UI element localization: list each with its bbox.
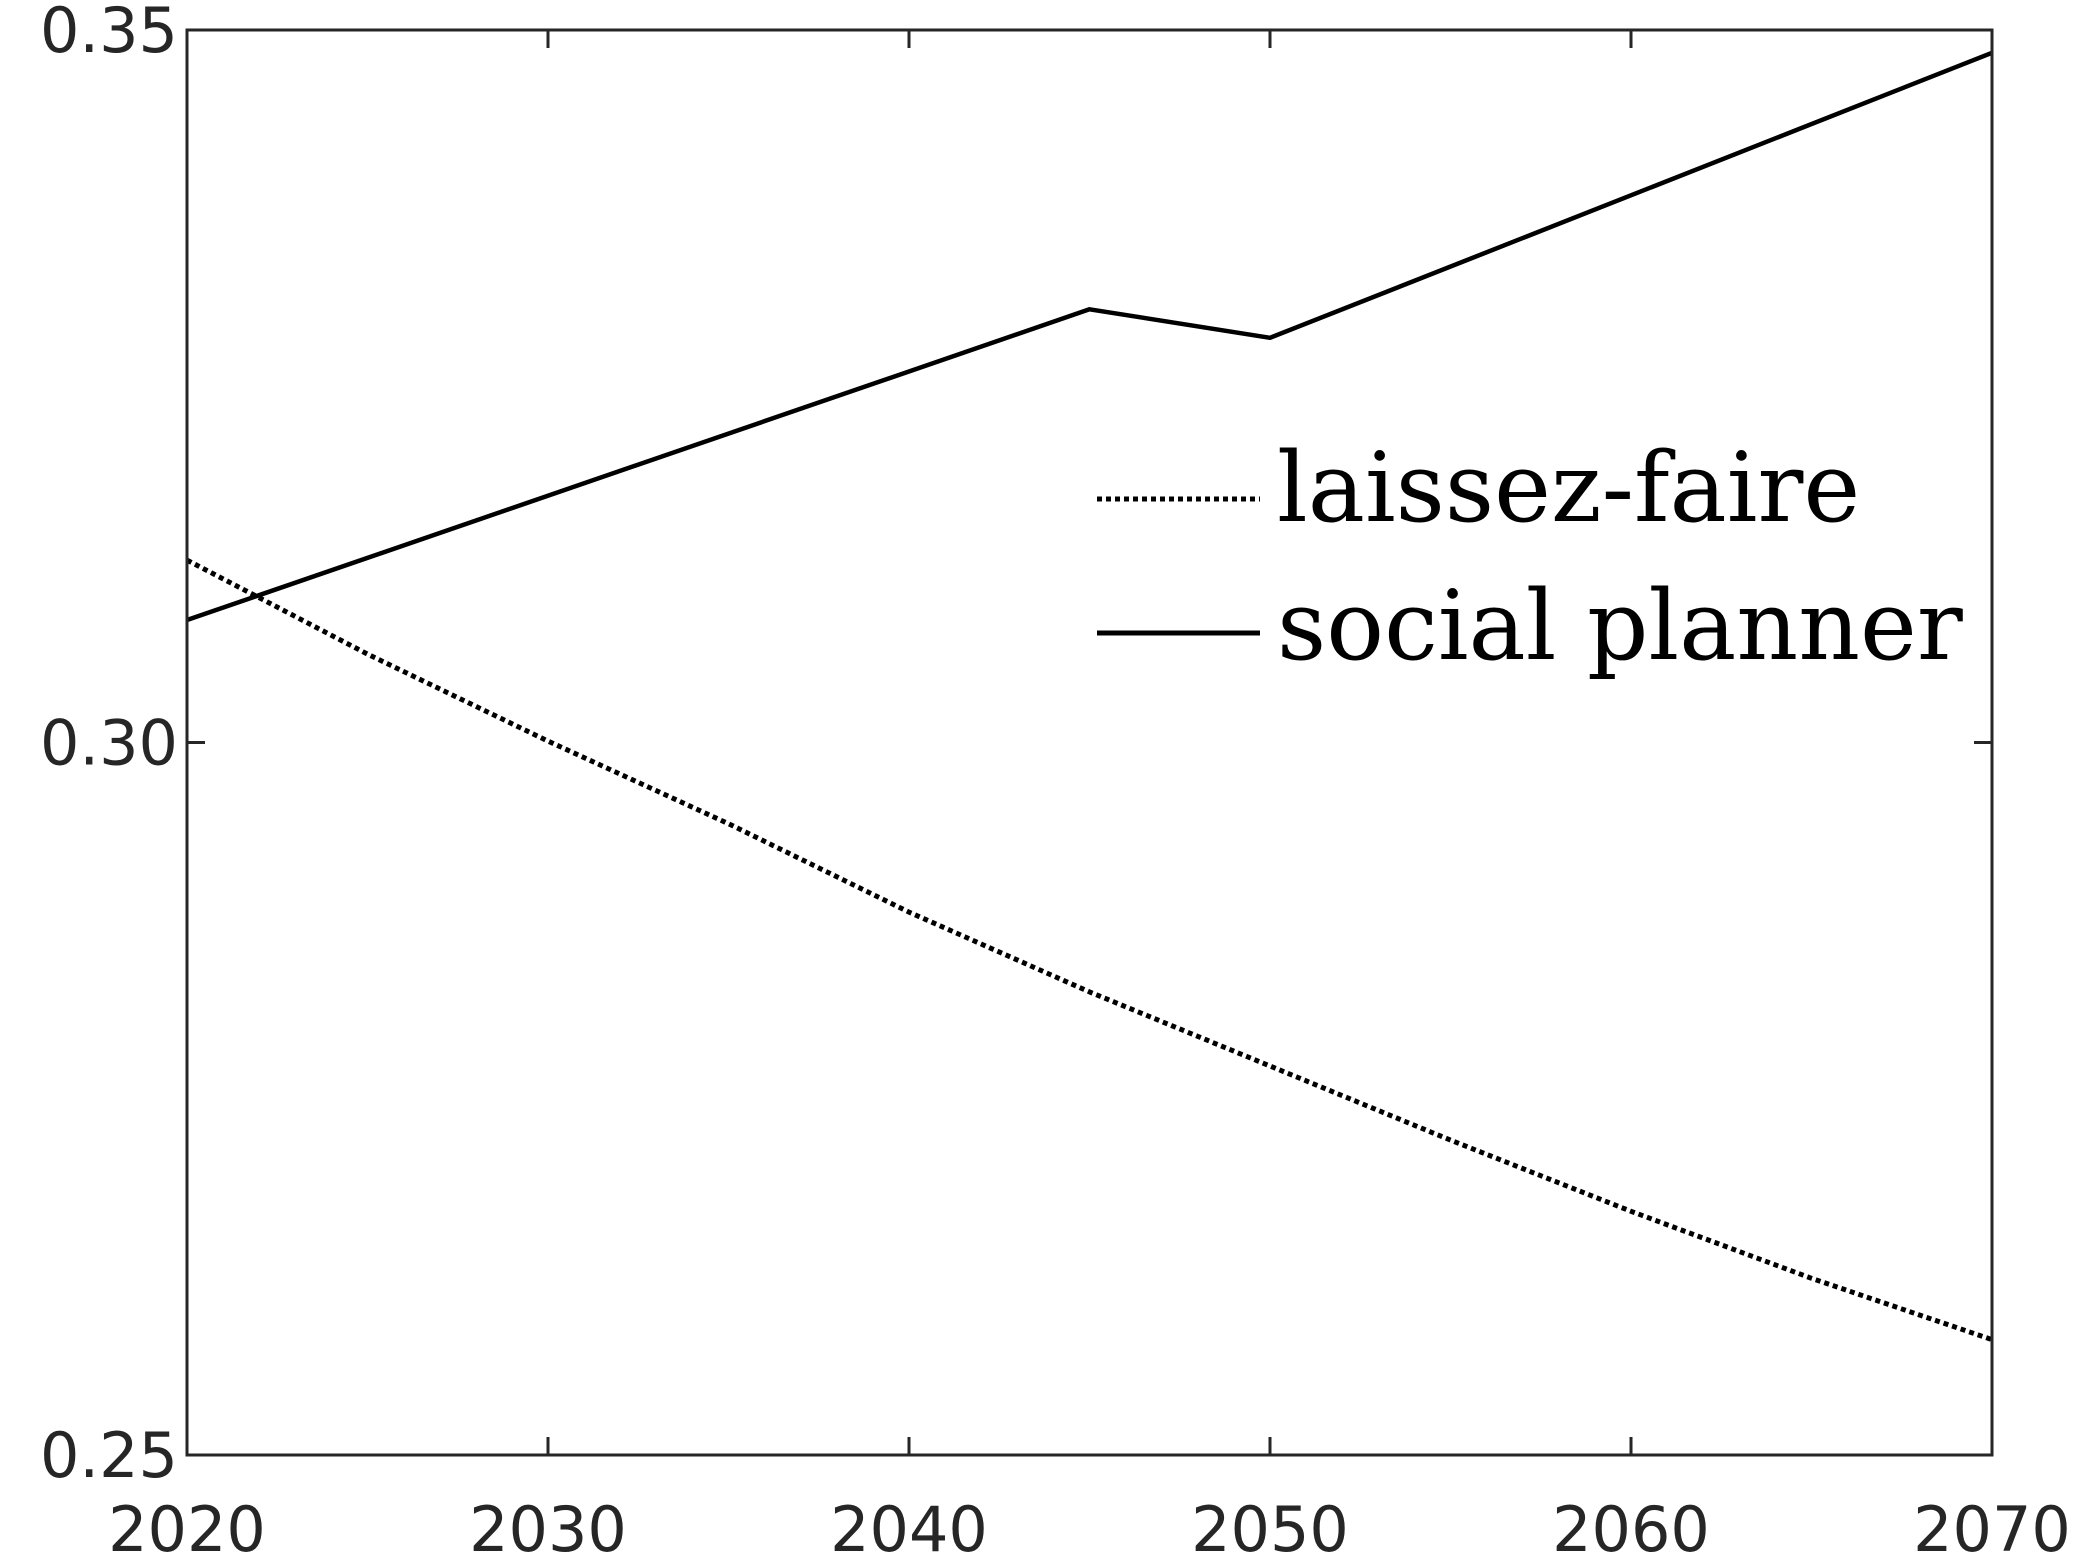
series-layer (185, 50, 1993, 1342)
plot-background (187, 30, 1992, 1455)
x-tick-label: 2070 (1913, 1493, 2071, 1554)
legend: laissez-faire social planner (1097, 432, 1963, 682)
legend-label-social-planner: social planner (1277, 570, 1963, 682)
y-tick-label: 0.25 (40, 1419, 178, 1492)
series-line-social-planner (186, 50, 1993, 623)
x-axis-labels: 2020 2030 2040 2050 2060 2070 (108, 1493, 2071, 1554)
plot-frame (185, 28, 1994, 1457)
series-line-laissez-faire (185, 557, 1993, 1342)
x-tick-label: 2050 (1191, 1493, 1349, 1554)
x-tick-label: 2060 (1552, 1493, 1710, 1554)
x-tick-label: 2030 (469, 1493, 627, 1554)
y-tick-label: 0.30 (40, 707, 178, 780)
y-axis-labels: 0.25 0.30 0.35 (40, 0, 178, 1492)
x-tick-label: 2020 (108, 1493, 266, 1554)
y-tick-label: 0.35 (40, 0, 178, 67)
legend-label-laissez-faire: laissez-faire (1277, 432, 1860, 544)
x-tick-label: 2040 (830, 1493, 988, 1554)
